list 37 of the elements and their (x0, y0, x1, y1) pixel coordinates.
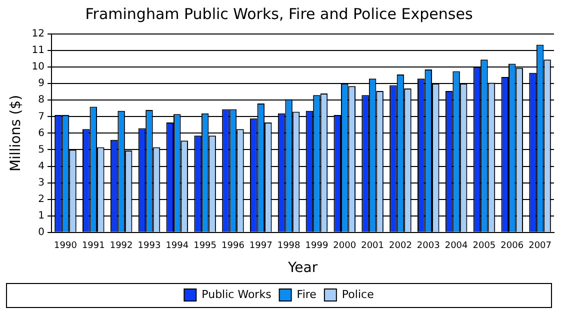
x-tick-label: 1999 (305, 241, 328, 252)
x-tick-label: 2000 (333, 241, 356, 252)
y-tick-label: 4 (38, 160, 45, 172)
y-tick-label: 3 (38, 177, 45, 188)
x-tick-label: 2001 (361, 241, 384, 252)
x-tick-label: 1991 (82, 241, 105, 252)
x-tick-label: 1992 (110, 241, 133, 252)
x-tick-label: 1994 (166, 241, 189, 252)
y-tick-label: 0 (38, 226, 45, 238)
legend-label: Fire (296, 288, 317, 301)
legend-label: Police (342, 288, 374, 301)
x-tick-label: 2005 (472, 241, 496, 252)
y-tick-label: 6 (38, 128, 45, 139)
y-tick-label: 2 (38, 194, 45, 205)
x-tick-label: 1995 (194, 241, 217, 252)
legend-label: Public Works (202, 288, 272, 301)
x-tick-label: 2003 (416, 241, 440, 252)
y-tick-label: 10 (32, 62, 45, 73)
y-tick-label: 8 (38, 94, 45, 106)
x-axis-title: Year (286, 260, 318, 276)
y-tick-label: 11 (32, 45, 45, 56)
x-tick-label: 2007 (528, 241, 552, 252)
x-tick-label: 2004 (444, 241, 468, 252)
y-tick-label: 7 (38, 111, 45, 122)
y-tick-label: 9 (38, 78, 45, 90)
x-tick-label: 2002 (389, 241, 412, 252)
x-tick-label: 1990 (54, 241, 78, 252)
y-tick-label: 12 (32, 28, 45, 40)
x-tick-label: 1996 (222, 241, 245, 252)
chart-title: Framingham Public Works, Fire and Police Expenses (85, 4, 473, 23)
x-tick-label: 1998 (277, 241, 301, 252)
x-tick-label: 1993 (138, 241, 161, 252)
x-tick-label: 2006 (500, 241, 524, 252)
y-tick-label: 1 (38, 210, 45, 222)
y-axis-title: Millions ($) (8, 94, 24, 172)
y-tick-label: 5 (38, 144, 45, 156)
x-tick-label: 1997 (249, 241, 272, 252)
